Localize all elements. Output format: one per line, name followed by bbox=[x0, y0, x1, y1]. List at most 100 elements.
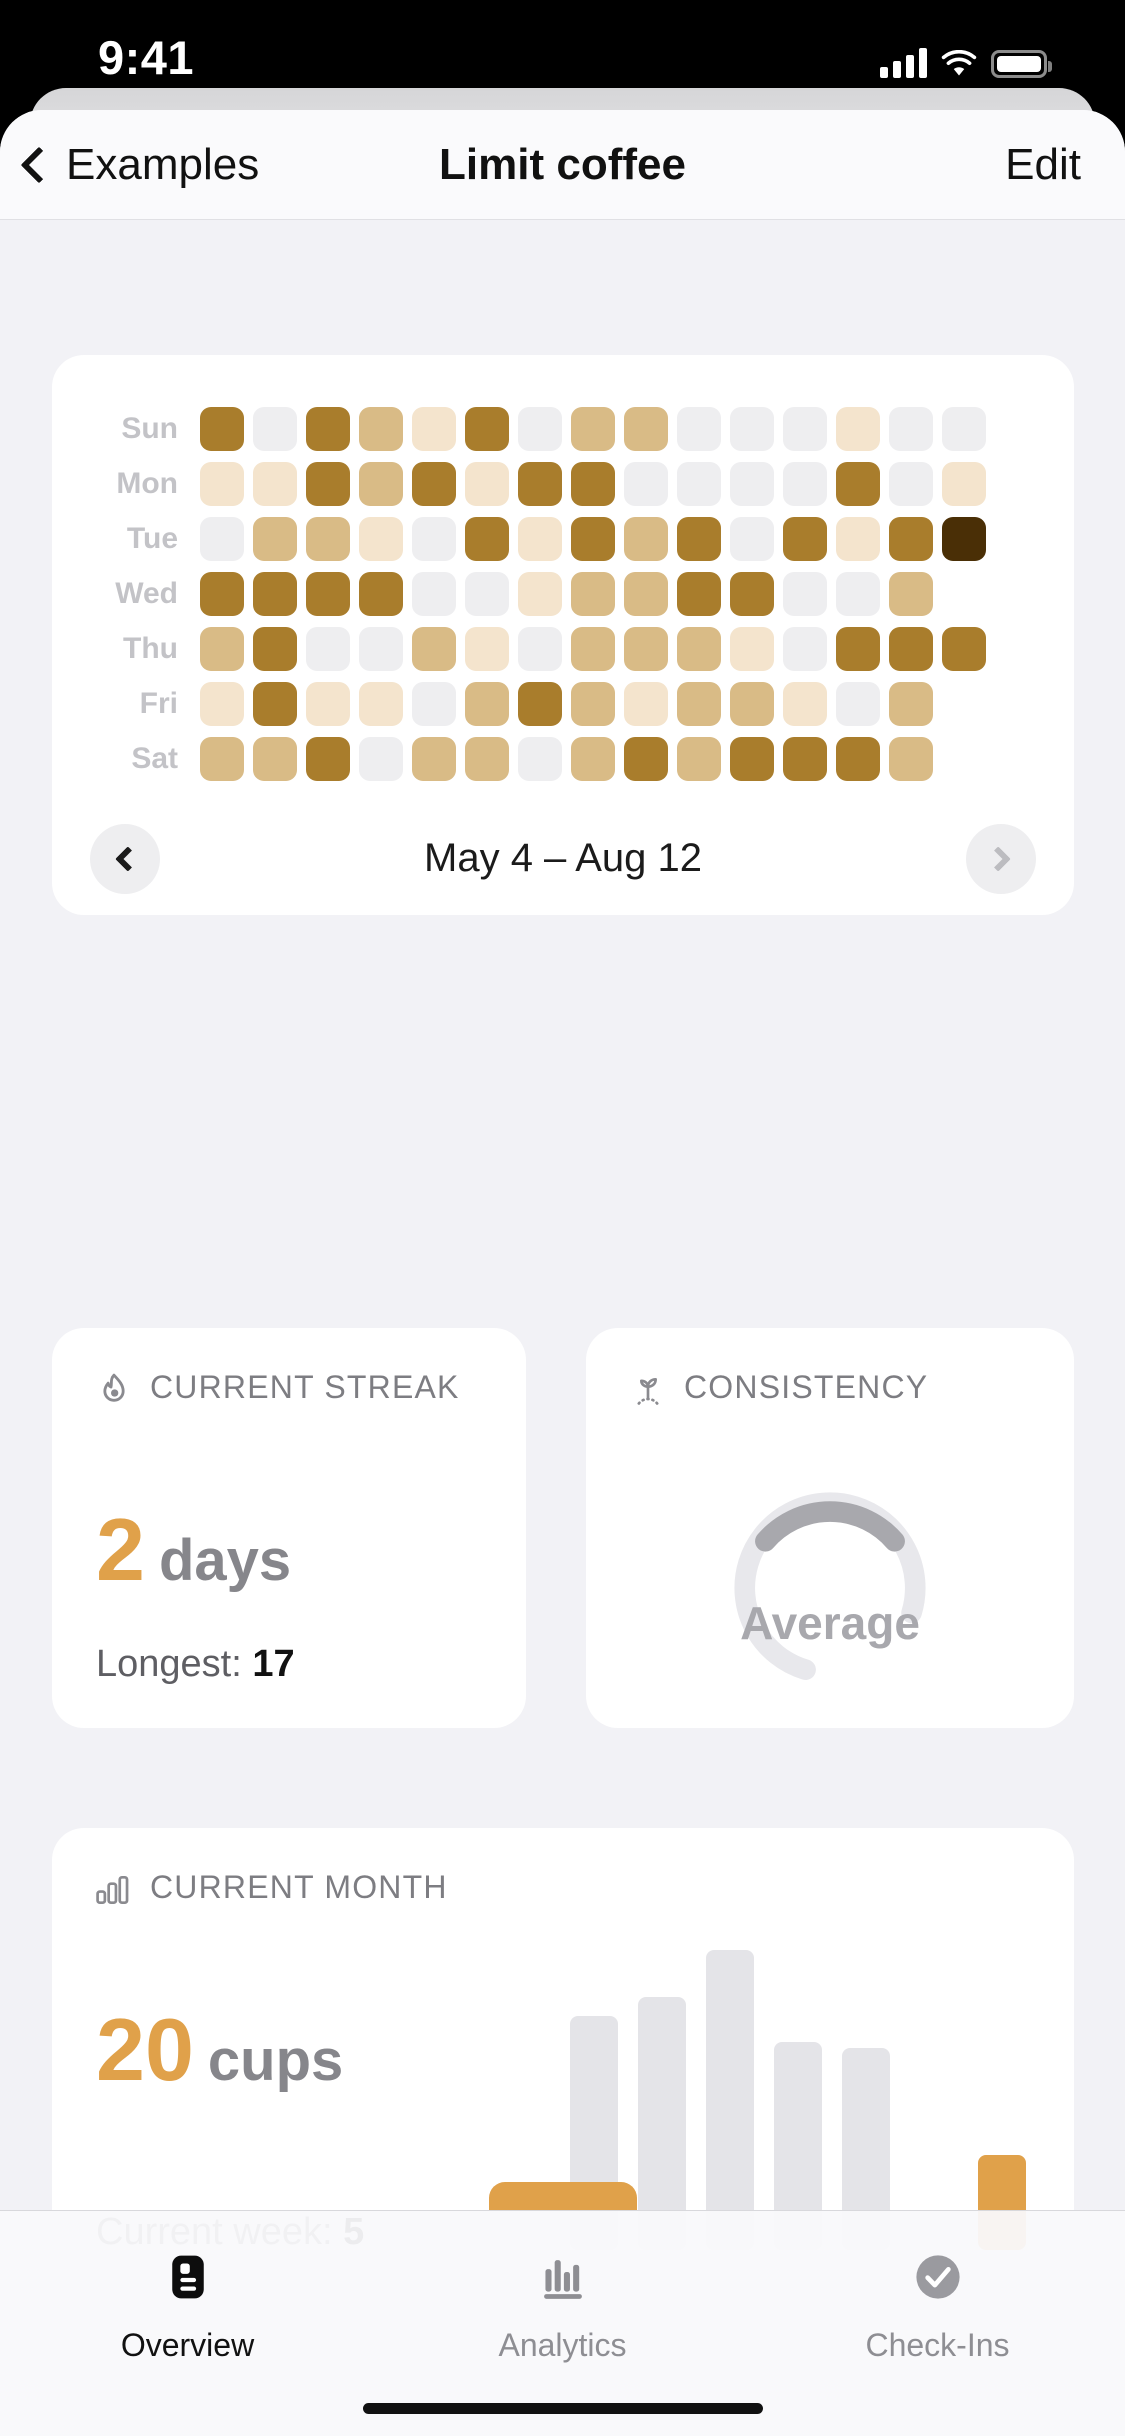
heatmap-cell[interactable] bbox=[359, 627, 403, 671]
heatmap-cell[interactable] bbox=[200, 517, 244, 561]
tab-check-ins[interactable]: Check-Ins bbox=[750, 2211, 1125, 2436]
heatmap-cell[interactable] bbox=[306, 572, 350, 616]
heatmap-cell[interactable] bbox=[783, 572, 827, 616]
heatmap-cell[interactable] bbox=[306, 407, 350, 451]
heatmap-prev-button[interactable] bbox=[90, 823, 160, 894]
heatmap-cell[interactable] bbox=[518, 462, 562, 506]
heatmap-cell[interactable] bbox=[359, 517, 403, 561]
current-streak-card[interactable]: CURRENT STREAK 2 days Longest: 17 bbox=[52, 1328, 526, 1728]
heatmap-cell[interactable] bbox=[730, 737, 774, 781]
heatmap-cell[interactable] bbox=[677, 572, 721, 616]
heatmap-cell[interactable] bbox=[836, 462, 880, 506]
heatmap-cell[interactable] bbox=[253, 572, 297, 616]
heatmap-cell[interactable] bbox=[200, 462, 244, 506]
heatmap-cell[interactable] bbox=[518, 517, 562, 561]
heatmap-cell[interactable] bbox=[253, 462, 297, 506]
heatmap-cell[interactable] bbox=[412, 682, 456, 726]
heatmap-cell[interactable] bbox=[359, 682, 403, 726]
heatmap-cell[interactable] bbox=[677, 627, 721, 671]
heatmap-cell[interactable] bbox=[942, 517, 986, 561]
heatmap-cell[interactable] bbox=[677, 517, 721, 561]
heatmap-cell[interactable] bbox=[200, 627, 244, 671]
heatmap-next-button[interactable] bbox=[966, 823, 1036, 894]
heatmap-cell[interactable] bbox=[253, 737, 297, 781]
heatmap-cell[interactable] bbox=[889, 572, 933, 616]
heatmap-cell[interactable] bbox=[624, 407, 668, 451]
floating-action-peek[interactable] bbox=[488, 2182, 637, 2210]
heatmap-cell[interactable] bbox=[836, 517, 880, 561]
heatmap-cell[interactable] bbox=[836, 737, 880, 781]
home-indicator[interactable] bbox=[362, 2403, 763, 2414]
heatmap-cell[interactable] bbox=[571, 462, 615, 506]
heatmap-cell[interactable] bbox=[730, 462, 774, 506]
heatmap-cell[interactable] bbox=[730, 627, 774, 671]
heatmap-cell[interactable] bbox=[942, 627, 986, 671]
heatmap-cell[interactable] bbox=[571, 627, 615, 671]
heatmap-cell[interactable] bbox=[783, 627, 827, 671]
heatmap-cell[interactable] bbox=[200, 572, 244, 616]
heatmap-cell[interactable] bbox=[624, 462, 668, 506]
heatmap-cell[interactable] bbox=[412, 517, 456, 561]
heatmap-cell[interactable] bbox=[465, 682, 509, 726]
heatmap-cell[interactable] bbox=[889, 627, 933, 671]
heatmap-cell[interactable] bbox=[412, 572, 456, 616]
heatmap-cell[interactable] bbox=[253, 627, 297, 671]
heatmap-cell[interactable] bbox=[412, 407, 456, 451]
tab-overview[interactable]: Overview bbox=[0, 2211, 375, 2436]
heatmap-cell[interactable] bbox=[306, 682, 350, 726]
heatmap-cell[interactable] bbox=[730, 517, 774, 561]
heatmap-cell[interactable] bbox=[571, 407, 615, 451]
heatmap-cell[interactable] bbox=[783, 737, 827, 781]
heatmap-cell[interactable] bbox=[783, 407, 827, 451]
heatmap-cell[interactable] bbox=[306, 462, 350, 506]
heatmap-cell[interactable] bbox=[306, 627, 350, 671]
heatmap-cell[interactable] bbox=[200, 682, 244, 726]
heatmap-cell[interactable] bbox=[730, 682, 774, 726]
heatmap-cell[interactable] bbox=[836, 572, 880, 616]
heatmap-cell[interactable] bbox=[624, 682, 668, 726]
heatmap-cell[interactable] bbox=[942, 462, 986, 506]
heatmap-cell[interactable] bbox=[253, 517, 297, 561]
heatmap-cell[interactable] bbox=[677, 407, 721, 451]
heatmap-cell[interactable] bbox=[624, 517, 668, 561]
heatmap-cell[interactable] bbox=[465, 407, 509, 451]
heatmap-cell[interactable] bbox=[836, 682, 880, 726]
heatmap-cell[interactable] bbox=[571, 737, 615, 781]
heatmap-cell[interactable] bbox=[889, 517, 933, 561]
heatmap-cell[interactable] bbox=[836, 627, 880, 671]
heatmap-cell[interactable] bbox=[518, 737, 562, 781]
heatmap-cell[interactable] bbox=[889, 462, 933, 506]
tab-analytics[interactable]: Analytics bbox=[375, 2211, 750, 2436]
heatmap-cell[interactable] bbox=[571, 517, 615, 561]
heatmap-cell[interactable] bbox=[889, 407, 933, 451]
heatmap-cell[interactable] bbox=[624, 737, 668, 781]
heatmap-cell[interactable] bbox=[518, 627, 562, 671]
heatmap-cell[interactable] bbox=[359, 407, 403, 451]
heatmap-cell[interactable] bbox=[889, 737, 933, 781]
heatmap-cell[interactable] bbox=[306, 517, 350, 561]
heatmap-cell[interactable] bbox=[677, 462, 721, 506]
heatmap-cell[interactable] bbox=[783, 682, 827, 726]
back-button[interactable]: Examples bbox=[20, 140, 259, 190]
heatmap-cell[interactable] bbox=[465, 462, 509, 506]
heatmap-cell[interactable] bbox=[200, 407, 244, 451]
heatmap-cell[interactable] bbox=[359, 572, 403, 616]
heatmap-cell[interactable] bbox=[412, 462, 456, 506]
heatmap-cell[interactable] bbox=[359, 737, 403, 781]
edit-button[interactable]: Edit bbox=[1005, 140, 1081, 189]
heatmap-cell[interactable] bbox=[306, 737, 350, 781]
heatmap-cell[interactable] bbox=[836, 407, 880, 451]
heatmap-cell[interactable] bbox=[624, 572, 668, 616]
heatmap-cell[interactable] bbox=[783, 517, 827, 561]
heatmap-grid[interactable]: Sun Mon Tue Wed Thu Fri Sat bbox=[82, 407, 986, 792]
heatmap-cell[interactable] bbox=[518, 572, 562, 616]
heatmap-cell[interactable] bbox=[465, 572, 509, 616]
consistency-card[interactable]: CONSISTENCY Average bbox=[586, 1328, 1074, 1728]
heatmap-cell[interactable] bbox=[730, 407, 774, 451]
heatmap-cell[interactable] bbox=[677, 737, 721, 781]
heatmap-cell[interactable] bbox=[518, 407, 562, 451]
heatmap-cell[interactable] bbox=[465, 737, 509, 781]
heatmap-cell[interactable] bbox=[465, 627, 509, 671]
heatmap-cell[interactable] bbox=[730, 572, 774, 616]
heatmap-cell[interactable] bbox=[412, 627, 456, 671]
